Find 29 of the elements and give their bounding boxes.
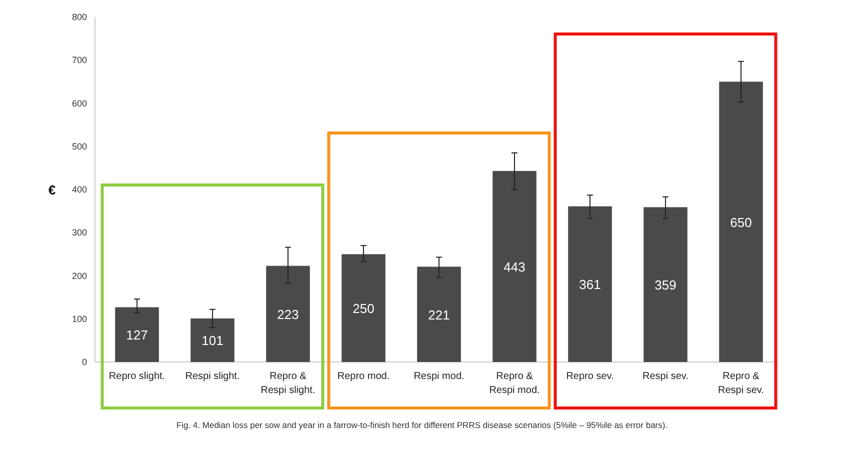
x-tick-label: Repro slight. (108, 371, 166, 382)
y-tick-label: 400 (72, 184, 87, 194)
y-tick-label: 600 (72, 98, 87, 108)
y-tick-label: 700 (72, 55, 87, 66)
y-tick-label: 200 (72, 270, 87, 281)
x-tick-label: Respi slight. (185, 371, 240, 382)
x-tick-label: Repro mod. (337, 371, 390, 382)
data-label: 250 (352, 301, 374, 316)
data-label: 361 (579, 277, 601, 292)
x-tick-label: Repro sev. (566, 371, 614, 382)
data-label: 221 (428, 307, 450, 322)
y-tick-label: 500 (72, 141, 87, 152)
data-label: 443 (504, 259, 526, 274)
data-label: 223 (277, 306, 299, 322)
caption: Fig. 4. Median loss per sow and year in a farrow-to-finish herd for different PRRS disease scenarios (5%ile – 95%ile as error bars). (176, 420, 668, 430)
data-label: 127 (126, 328, 148, 343)
y-tick-label: 800 (72, 12, 87, 22)
y-axis-title: € (48, 182, 56, 198)
data-label: 650 (730, 214, 752, 230)
y-tick-label: 0 (82, 357, 87, 367)
x-tick-label: Repro & Respi sev. (718, 371, 764, 396)
x-tick-label: Respi mod. (414, 371, 464, 382)
x-tick-label: Respi sev. (642, 371, 688, 382)
data-label: 101 (202, 333, 224, 348)
y-tick-label: 300 (72, 228, 87, 238)
y-tick-label: 100 (72, 314, 87, 324)
x-tick-label: Repro & Respi mod. (489, 371, 540, 396)
x-tick-label: Repro & Respi slight. (260, 371, 316, 396)
data-label: 359 (654, 278, 676, 293)
